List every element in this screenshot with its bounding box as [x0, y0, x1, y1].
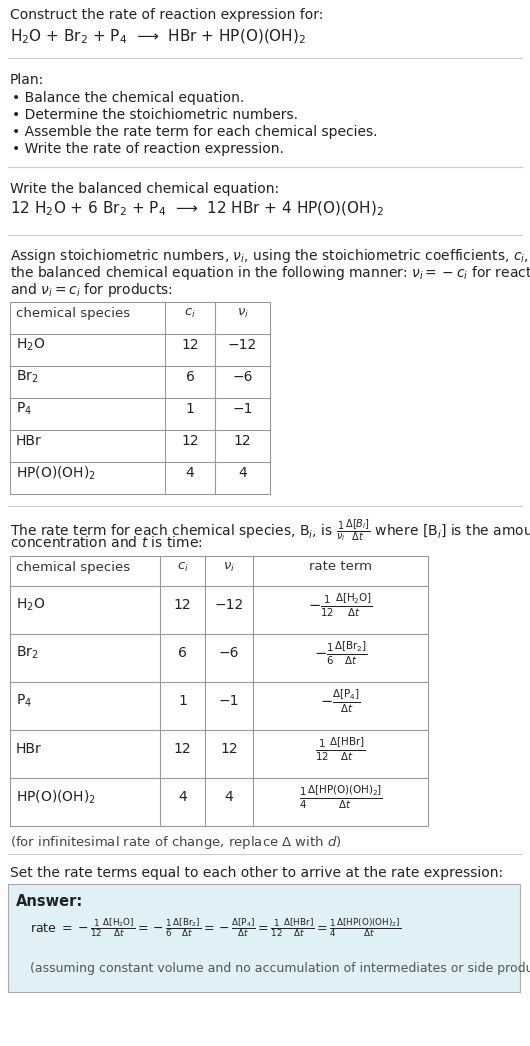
Text: Plan:: Plan:: [10, 73, 44, 87]
Text: 12: 12: [174, 598, 191, 612]
Text: H$_2$O + Br$_2$ + P$_4$  ⟶  HBr + HP(O)(OH)$_2$: H$_2$O + Br$_2$ + P$_4$ ⟶ HBr + HP(O)(OH…: [10, 28, 306, 46]
Text: HBr: HBr: [16, 434, 42, 448]
Text: 4: 4: [225, 790, 233, 804]
Text: −12: −12: [214, 598, 244, 612]
Text: $c_i$: $c_i$: [184, 306, 196, 319]
Text: Construct the rate of reaction expression for:: Construct the rate of reaction expressio…: [10, 8, 323, 22]
Text: 12: 12: [220, 742, 238, 756]
Bar: [10, 302, 270, 494]
Text: 1: 1: [178, 693, 187, 708]
Text: 4: 4: [186, 467, 195, 480]
Text: −6: −6: [232, 370, 253, 384]
Text: HP(O)(OH)$_2$: HP(O)(OH)$_2$: [16, 464, 96, 482]
Text: $c_i$: $c_i$: [176, 561, 188, 573]
Text: $-\frac{1}{6}\frac{\Delta[\mathrm{Br_2}]}{\Delta t}$: $-\frac{1}{6}\frac{\Delta[\mathrm{Br_2}]…: [314, 639, 367, 666]
Text: Br$_2$: Br$_2$: [16, 369, 39, 385]
Text: $-\frac{\Delta[\mathrm{P_4}]}{\Delta t}$: $-\frac{\Delta[\mathrm{P_4}]}{\Delta t}$: [320, 687, 361, 714]
Text: 12: 12: [234, 434, 251, 448]
Text: chemical species: chemical species: [16, 306, 130, 319]
Text: P$_4$: P$_4$: [16, 692, 32, 709]
Text: $\frac{1}{4}\frac{\Delta[\mathrm{HP(O)(OH)_2}]}{\Delta t}$: $\frac{1}{4}\frac{\Delta[\mathrm{HP(O)(O…: [298, 783, 383, 811]
Text: and $\nu_i = c_i$ for products:: and $\nu_i = c_i$ for products:: [10, 281, 173, 299]
Text: HBr: HBr: [16, 742, 42, 756]
Text: 1: 1: [186, 402, 195, 416]
Text: 12: 12: [181, 434, 199, 448]
Text: $\nu_i$: $\nu_i$: [236, 306, 249, 319]
Text: 6: 6: [186, 370, 195, 384]
Text: $\nu_i$: $\nu_i$: [223, 561, 235, 573]
Text: −12: −12: [228, 338, 257, 353]
Text: $-\frac{1}{12}\frac{\Delta[\mathrm{H_2O}]}{\Delta t}$: $-\frac{1}{12}\frac{\Delta[\mathrm{H_2O}…: [308, 591, 373, 619]
Text: H$_2$O: H$_2$O: [16, 597, 45, 613]
Text: Assign stoichiometric numbers, $\nu_i$, using the stoichiometric coefficients, $: Assign stoichiometric numbers, $\nu_i$, …: [10, 247, 530, 265]
Text: the balanced chemical equation in the following manner: $\nu_i = -c_i$ for react: the balanced chemical equation in the fo…: [10, 264, 530, 282]
Text: • Assemble the rate term for each chemical species.: • Assemble the rate term for each chemic…: [12, 126, 377, 139]
Text: 12: 12: [174, 742, 191, 756]
Text: Br$_2$: Br$_2$: [16, 644, 39, 661]
Text: 6: 6: [178, 646, 187, 660]
Text: • Balance the chemical equation.: • Balance the chemical equation.: [12, 91, 244, 105]
Text: 12 H$_2$O + 6 Br$_2$ + P$_4$  ⟶  12 HBr + 4 HP(O)(OH)$_2$: 12 H$_2$O + 6 Br$_2$ + P$_4$ ⟶ 12 HBr + …: [10, 200, 384, 219]
Text: P$_4$: P$_4$: [16, 401, 32, 417]
Text: −1: −1: [219, 693, 239, 708]
Text: • Write the rate of reaction expression.: • Write the rate of reaction expression.: [12, 142, 284, 156]
Text: (assuming constant volume and no accumulation of intermediates or side products): (assuming constant volume and no accumul…: [30, 962, 530, 975]
Text: 12: 12: [181, 338, 199, 353]
Text: H$_2$O: H$_2$O: [16, 337, 45, 354]
Text: rate term: rate term: [309, 561, 372, 573]
FancyBboxPatch shape: [8, 884, 520, 992]
Text: $\frac{1}{12}\frac{\Delta[\mathrm{HBr}]}{\Delta t}$: $\frac{1}{12}\frac{\Delta[\mathrm{HBr}]}…: [315, 735, 366, 763]
Text: 4: 4: [238, 467, 247, 480]
Text: • Determine the stoichiometric numbers.: • Determine the stoichiometric numbers.: [12, 108, 298, 122]
Text: Set the rate terms equal to each other to arrive at the rate expression:: Set the rate terms equal to each other t…: [10, 866, 503, 880]
Text: rate $= -\frac{1}{12}\frac{\Delta[\mathrm{H_2O}]}{\Delta t} = -\frac{1}{6}\frac{: rate $= -\frac{1}{12}\frac{\Delta[\mathr…: [30, 916, 401, 938]
Bar: [10, 556, 428, 826]
Text: −1: −1: [232, 402, 253, 416]
Text: −6: −6: [219, 646, 239, 660]
Text: concentration and $t$ is time:: concentration and $t$ is time:: [10, 535, 202, 550]
Text: 4: 4: [178, 790, 187, 804]
Text: Answer:: Answer:: [16, 894, 83, 909]
Text: Write the balanced chemical equation:: Write the balanced chemical equation:: [10, 182, 279, 196]
Text: chemical species: chemical species: [16, 561, 130, 573]
Text: The rate term for each chemical species, B$_i$, is $\frac{1}{\nu_i}\frac{\Delta[: The rate term for each chemical species,…: [10, 518, 530, 544]
Text: HP(O)(OH)$_2$: HP(O)(OH)$_2$: [16, 789, 96, 805]
Text: (for infinitesimal rate of change, replace Δ with $d$): (for infinitesimal rate of change, repla…: [10, 834, 342, 851]
